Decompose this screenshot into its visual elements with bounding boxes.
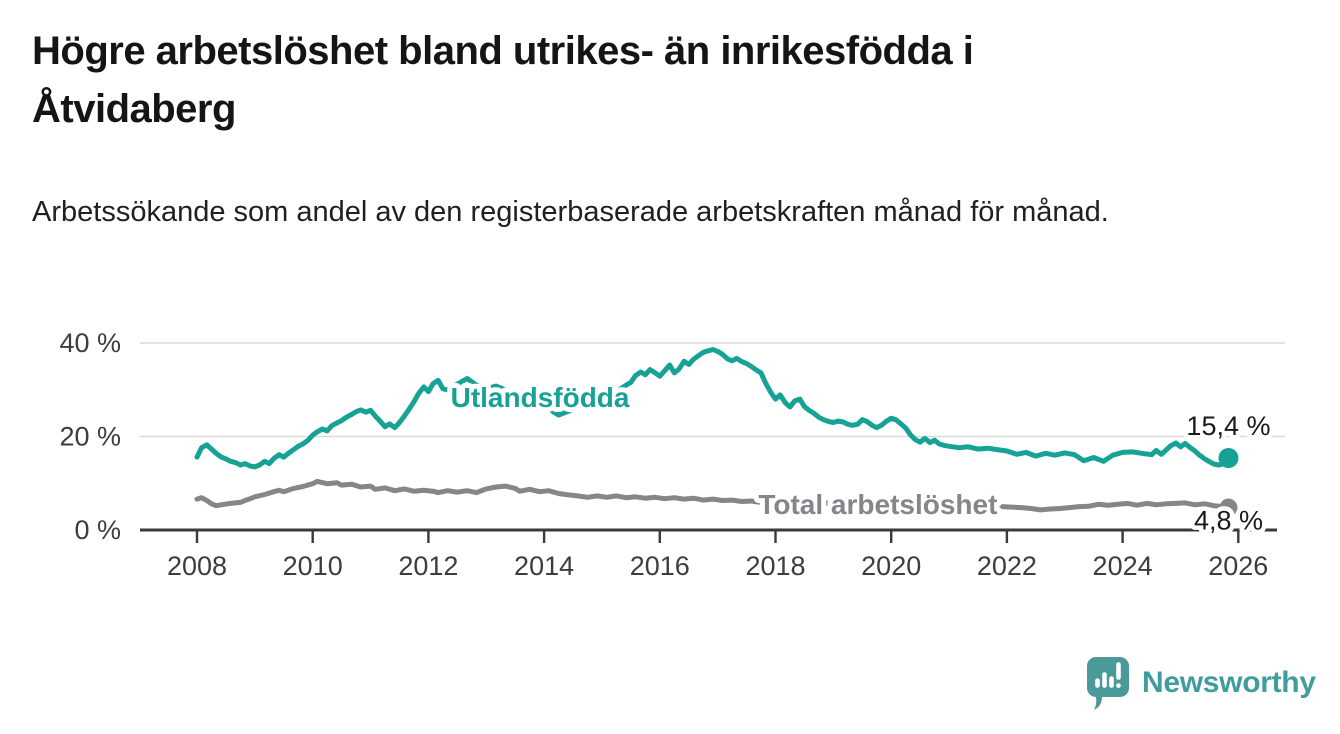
x-tick-label: 2026 — [1208, 551, 1268, 581]
brand-wordmark: Newsworthy — [1142, 666, 1316, 699]
x-tick-label: 2012 — [398, 551, 458, 581]
x-tick-label: 2008 — [167, 551, 227, 581]
x-tick-label: 2014 — [514, 551, 574, 581]
x-tick-label: 2022 — [977, 551, 1037, 581]
page-title: Högre arbetslöshet bland utrikes- än inr… — [32, 29, 974, 131]
series-label: Utlandsfödda — [451, 382, 630, 413]
newsworthy-logo-icon — [1087, 657, 1129, 710]
x-tick-label: 2016 — [630, 551, 690, 581]
end-value-label: 15,4 % — [1186, 411, 1270, 441]
x-tick-label: 2020 — [861, 551, 921, 581]
series-line-utlandsfodda — [194, 347, 1231, 470]
line-chart: 2008 2010 2012 2014 2016 2018 2020 2022 2024 2026… — [59, 328, 1285, 581]
x-tick-label: 2018 — [745, 551, 805, 581]
y-tick-label: 40 % — [59, 328, 121, 358]
series-end-dot — [1218, 448, 1239, 469]
y-tick-label: 0 % — [74, 515, 121, 545]
y-tick-label: 20 % — [59, 422, 121, 452]
page-subtitle: Arbetssökande som andel av den registerb… — [32, 196, 1109, 228]
x-tick-label: 2024 — [1093, 551, 1153, 581]
series-end-dot — [1219, 498, 1238, 517]
x-tick-label: 2010 — [283, 551, 343, 581]
series-label: Total arbetslöshet — [758, 489, 997, 520]
logo-bar-chart — [1095, 662, 1121, 688]
brand-footer: Newsworthy — [1084, 654, 1316, 712]
end-value-label: 4,8 % — [1194, 506, 1263, 536]
logo-bubble — [1087, 657, 1129, 710]
series-line-total — [194, 478, 1231, 513]
